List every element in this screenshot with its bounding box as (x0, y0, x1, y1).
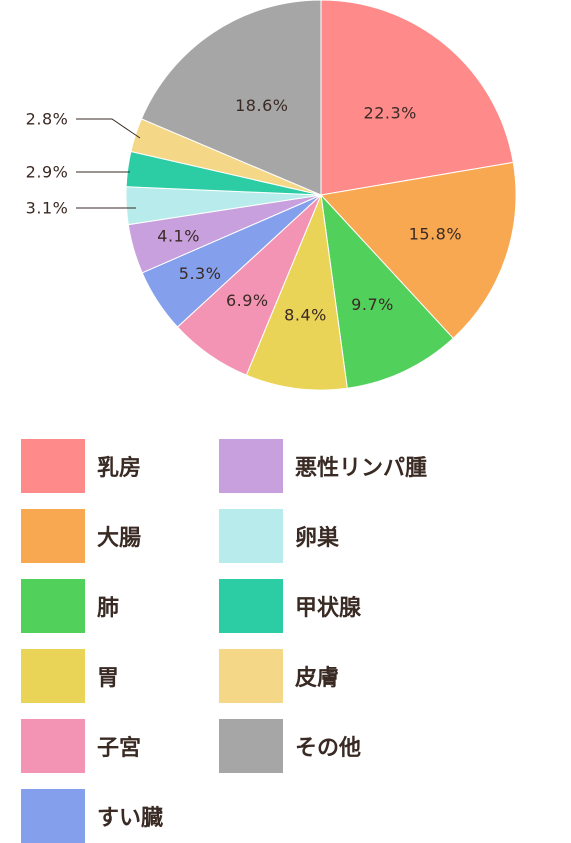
legend-item: 乳房 (21, 439, 141, 493)
legend-swatch (219, 439, 283, 493)
legend-swatch (219, 579, 283, 633)
pie-slice (320, 193, 454, 389)
legend-item: 皮膚 (219, 649, 339, 703)
legend-item: 卵巣 (219, 509, 339, 563)
legend-label: 肺 (97, 596, 120, 621)
legend-swatch (21, 789, 85, 843)
legend-swatch (21, 719, 85, 773)
pie-slice (140, 0, 322, 196)
pie-chart: 22.3% 15.8% 9.7% 8.4% 6.9%5.3% 4.1% 3.1% 2.9% 2.… (26, 0, 517, 391)
legend-label: 乳房 (97, 456, 142, 481)
legend-label: 皮膚 (295, 666, 340, 691)
slice-value-label: 2.8% (26, 110, 69, 129)
legend-item: 悪性リンパ腫 (219, 439, 427, 493)
legend-swatch (21, 649, 85, 703)
legend-label: 卵巣 (295, 526, 340, 551)
slice-value-label: 8.4% (284, 305, 327, 324)
legend-label: 胃 (97, 666, 120, 691)
pie-slice (245, 193, 348, 391)
legend-swatch (219, 509, 283, 563)
pie-slice (320, 0, 514, 196)
legend-label: その他 (295, 736, 362, 761)
legend-swatch (21, 439, 85, 493)
slice-value-label: 3.1% (26, 199, 69, 218)
slice-value-label: 4.1% (157, 227, 200, 246)
legend-swatch (21, 509, 85, 563)
legend-item: 大腸 (21, 509, 141, 563)
legend-swatch (219, 649, 283, 703)
legend-swatch (21, 579, 85, 633)
slice-value-label: 9.7% (351, 295, 394, 314)
legend-label: すい臓 (97, 806, 164, 831)
slice-value-label: 6.9% (226, 291, 269, 310)
legend-label: 甲状腺 (295, 596, 362, 621)
legend-label: 悪性リンパ腫 (295, 456, 428, 481)
legend-label: 大腸 (97, 526, 142, 551)
legend-item: 甲状腺 (219, 579, 361, 633)
legend-item: すい臓 (21, 789, 163, 843)
leader-line (76, 118, 141, 139)
legend-item: 胃 (21, 649, 119, 703)
legend-item: 肺 (21, 579, 119, 633)
slice-value-label: 15.8% (409, 225, 462, 244)
legend-item: その他 (219, 719, 361, 773)
slice-value-label: 22.3% (364, 104, 417, 123)
legend-swatch (219, 719, 283, 773)
slice-value-label: 2.9% (26, 163, 69, 182)
slice-value-label: 5.3% (179, 264, 222, 283)
slice-value-label: 18.6% (235, 96, 288, 115)
legend-item: 子宮 (21, 719, 141, 773)
pie-slice (320, 161, 517, 340)
legend-label: 子宮 (97, 736, 142, 761)
